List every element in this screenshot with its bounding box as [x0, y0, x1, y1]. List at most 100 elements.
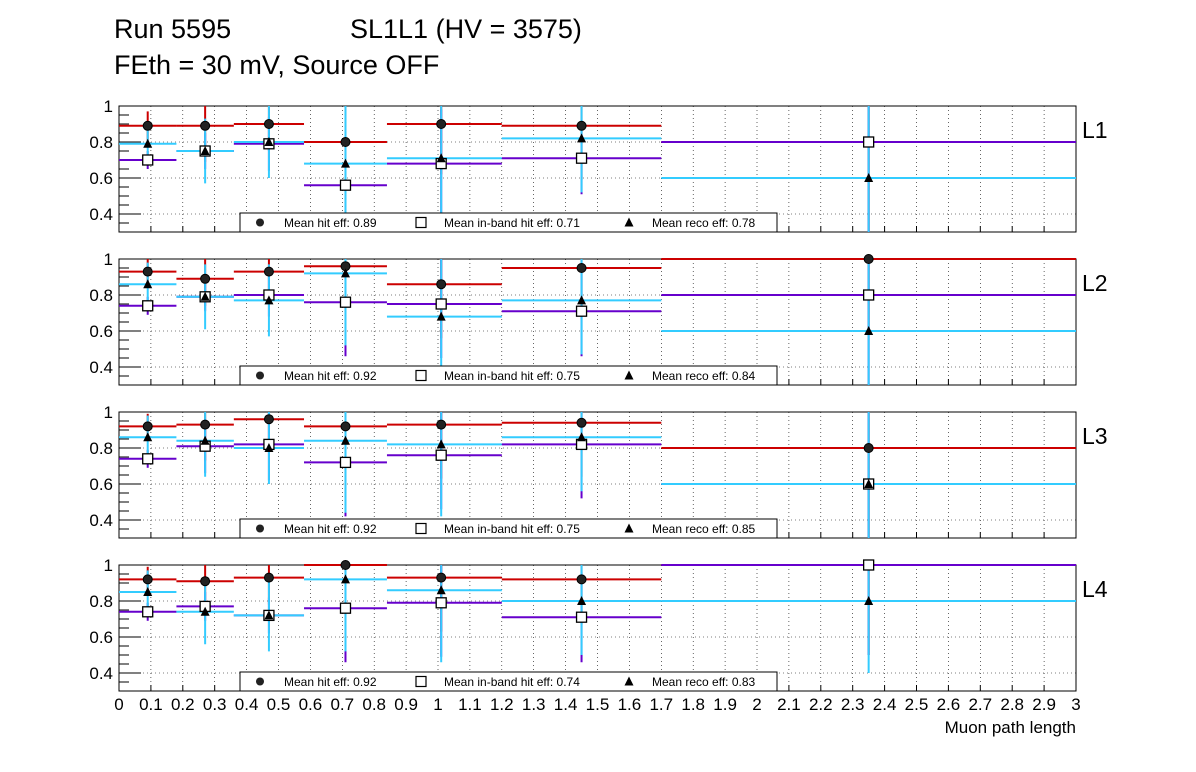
run-title: Run 5595 — [114, 14, 232, 44]
chamber-title: SL1L1 (HV = 3575) — [350, 14, 582, 44]
legend-entry: Mean hit eff: 0.92 — [284, 675, 377, 689]
hit-eff-point — [436, 119, 447, 129]
reco-eff-point — [264, 443, 274, 452]
x-tick-label: 0.9 — [394, 695, 418, 714]
inband-eff-point — [863, 559, 875, 571]
legend-hit-marker — [256, 677, 264, 686]
inband-eff-point — [435, 298, 447, 310]
x-tick-label: 0.6 — [299, 695, 323, 714]
conditions-title: FEth = 30 mV, Source OFF — [114, 50, 440, 80]
reco-eff-point — [577, 295, 587, 305]
reco-eff-point — [436, 153, 446, 163]
x-tick-label: 1.8 — [681, 695, 705, 714]
legend-entry: Mean in-band hit eff: 0.71 — [444, 216, 580, 230]
legend-hit-marker — [256, 371, 264, 380]
inband-eff-point — [339, 456, 352, 469]
x-tick-label: 0.8 — [362, 695, 386, 714]
reco-eff-point — [340, 435, 350, 445]
inband-eff-point — [142, 154, 154, 166]
inband-eff-point — [435, 449, 447, 461]
legend-box — [239, 212, 778, 233]
reco-eff-point — [143, 138, 153, 148]
legend-entry: Mean in-band hit eff: 0.75 — [444, 522, 580, 536]
y-tick-label: 0.4 — [89, 511, 113, 530]
legend-box — [239, 671, 778, 692]
reco-eff-point — [864, 596, 874, 605]
y-tick-label: 0.6 — [89, 475, 113, 494]
hit-eff-point — [576, 120, 587, 131]
legend-hit-marker — [256, 218, 264, 227]
reco-eff-point — [577, 596, 587, 605]
hit-eff-point — [263, 266, 274, 277]
legend-reco-marker — [624, 370, 634, 380]
panel-label: L4 — [1082, 576, 1108, 602]
reco-eff-point — [264, 610, 274, 620]
reco-eff-point — [200, 435, 210, 445]
panel-l4: 0.4 0.6 0.8 1 Mean hit eff: 0.92 Mean in-band… — [89, 556, 1108, 692]
y-tick-label: 0.4 — [89, 205, 113, 224]
reco-eff-point — [143, 432, 153, 442]
reco-eff-point — [200, 606, 210, 616]
hit-eff-point — [200, 576, 211, 587]
legend: Mean hit eff: 0.89 Mean in-band hit eff: … — [239, 212, 778, 233]
legend-inband-marker — [415, 522, 427, 535]
panel-label: L1 — [1082, 117, 1108, 143]
reco-eff-point — [436, 311, 446, 321]
legend: Mean hit eff: 0.92 Mean in-band hit eff: … — [239, 365, 778, 386]
legend-inband-marker — [415, 216, 427, 229]
hit-eff-point — [263, 414, 274, 425]
inband-eff-point — [142, 300, 154, 312]
x-tick-label: 1.9 — [713, 695, 737, 714]
inband-eff-point — [575, 611, 588, 623]
hit-eff-point — [863, 443, 874, 453]
hit-eff-point — [436, 419, 447, 430]
x-tick-label: 1.5 — [586, 695, 610, 714]
legend-reco-marker — [624, 676, 634, 686]
legend-reco-marker — [624, 217, 634, 227]
x-tick-label: 2.1 — [777, 695, 801, 714]
x-tick-label: 0.3 — [203, 695, 227, 714]
legend-entry: Mean reco eff: 0.85 — [652, 522, 756, 536]
x-tick-label: 2.4 — [873, 695, 897, 714]
hit-eff-point — [142, 266, 153, 277]
x-tick-label: 1.6 — [618, 695, 642, 714]
x-tick-label: 2 — [752, 695, 761, 714]
reco-eff-point — [143, 279, 153, 289]
inband-eff-point — [339, 179, 352, 191]
inband-eff-point — [863, 289, 875, 301]
hit-eff-point — [340, 137, 351, 147]
hit-eff-point — [436, 279, 447, 290]
inband-eff-point — [339, 602, 352, 614]
y-tick-label: 0.6 — [89, 628, 113, 647]
y-tick-label: 1 — [104, 556, 113, 575]
reco-eff-point — [264, 137, 274, 146]
reco-eff-point — [143, 587, 153, 596]
x-tick-label: 0.2 — [171, 695, 195, 714]
x-tick-label: 2.2 — [809, 695, 833, 714]
inband-eff-point — [339, 296, 352, 308]
x-tick-label: 1.3 — [522, 695, 546, 714]
hit-eff-point — [340, 421, 351, 432]
reco-eff-point — [340, 268, 350, 278]
legend-entry: Mean reco eff: 0.83 — [652, 675, 756, 689]
legend-hit-marker — [256, 524, 264, 533]
reco-eff-point — [200, 291, 210, 301]
reco-eff-point — [577, 133, 587, 143]
reco-eff-point — [577, 432, 587, 442]
panel-l3: 0.4 0.6 0.8 1 Mean hit eff: 0.92 Mean in-band… — [89, 403, 1108, 539]
legend: Mean hit eff: 0.92 Mean in-band hit eff: … — [239, 671, 778, 692]
x-tick-label: 3 — [1071, 695, 1080, 714]
hit-eff-point — [200, 120, 211, 131]
y-tick-label: 0.8 — [89, 439, 113, 458]
x-tick-label: 2.7 — [968, 695, 992, 714]
hit-eff-point — [142, 421, 153, 432]
y-tick-label: 0.8 — [89, 592, 113, 611]
x-tick-label: 0.4 — [235, 695, 259, 714]
inband-eff-point — [142, 453, 154, 465]
x-tick-label: 2.9 — [1032, 695, 1056, 714]
legend: Mean hit eff: 0.92 Mean in-band hit eff: … — [239, 518, 778, 539]
reco-eff-point — [340, 158, 350, 168]
legend-box — [239, 365, 778, 386]
hit-eff-point — [863, 254, 874, 264]
